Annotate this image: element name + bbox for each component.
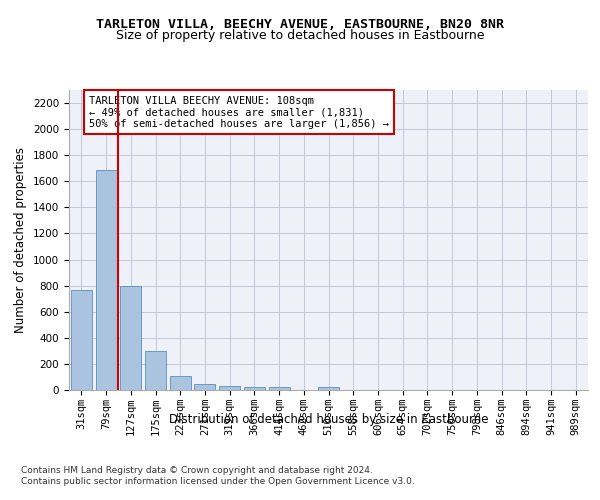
- Bar: [318, 387, 339, 390]
- Bar: [145, 351, 166, 390]
- Bar: [219, 386, 240, 390]
- Bar: [71, 290, 92, 390]
- Bar: [244, 386, 265, 390]
- Text: TARLETON VILLA, BEECHY AVENUE, EASTBOURNE, BN20 8NR: TARLETON VILLA, BEECHY AVENUE, EASTBOURN…: [96, 18, 504, 30]
- Text: Distribution of detached houses by size in Eastbourne: Distribution of detached houses by size …: [169, 412, 488, 426]
- Y-axis label: Number of detached properties: Number of detached properties: [14, 147, 28, 333]
- Text: Size of property relative to detached houses in Eastbourne: Size of property relative to detached ho…: [116, 28, 484, 42]
- Bar: [95, 170, 116, 390]
- Bar: [269, 387, 290, 390]
- Bar: [194, 384, 215, 390]
- Bar: [170, 376, 191, 390]
- Text: Contains HM Land Registry data © Crown copyright and database right 2024.: Contains HM Land Registry data © Crown c…: [21, 466, 373, 475]
- Bar: [120, 286, 141, 390]
- Text: Contains public sector information licensed under the Open Government Licence v3: Contains public sector information licen…: [21, 478, 415, 486]
- Text: TARLETON VILLA BEECHY AVENUE: 108sqm
← 49% of detached houses are smaller (1,831: TARLETON VILLA BEECHY AVENUE: 108sqm ← 4…: [89, 96, 389, 129]
